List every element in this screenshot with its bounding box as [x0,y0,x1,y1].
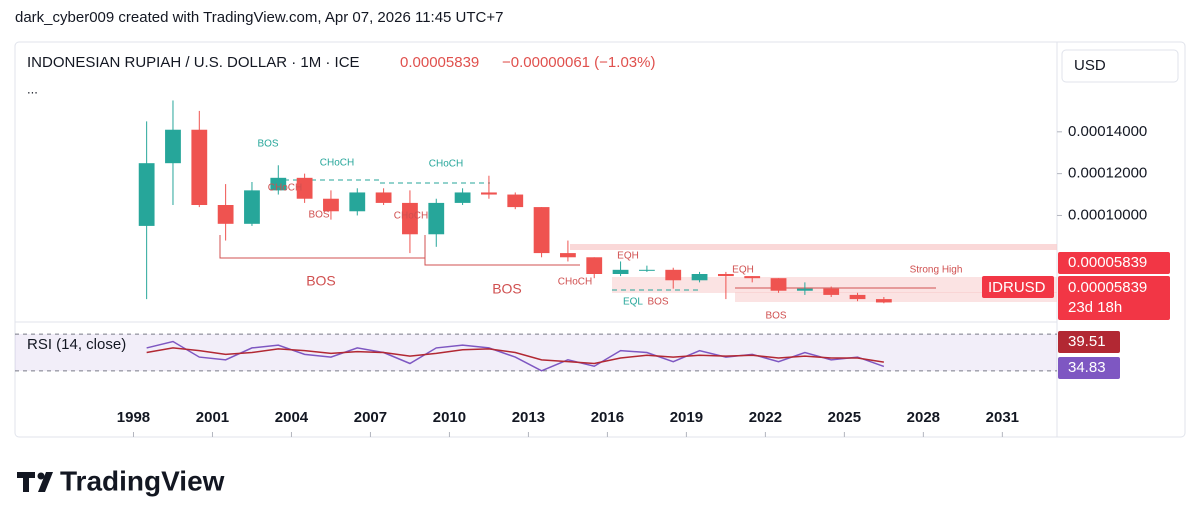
candle-body [770,278,787,291]
x-tick-label: 2004 [275,409,309,426]
candle-body [665,269,682,281]
candle-body [428,202,445,235]
candle-body [744,276,761,279]
candle-body [244,190,260,224]
currency[interactable]: USD [1074,57,1106,74]
x-tick-label: 2007 [354,409,387,426]
price-change: −0.00000061 (−1.03%) [502,54,655,71]
candle-body [875,299,892,303]
x-tick-label: 2019 [670,409,703,426]
annotation: CHoCH [394,211,428,222]
annotation: CHoCH [558,277,592,288]
annotation: CHoCH [268,183,302,194]
rsi-band [15,334,1057,371]
rsi-ma-label: 39.51 [1068,333,1106,350]
symbol-box [982,276,1054,298]
zone [612,277,1057,293]
annotation: EQL [623,297,643,308]
rsi-label-box [1058,357,1120,379]
candle-body [586,257,603,274]
last-price: 0.00005839 [400,54,479,71]
candle-body [796,288,813,291]
candle-body [691,274,708,281]
price-label-box [1058,276,1170,320]
annotation: EQH [732,265,754,276]
candle-body [507,194,524,208]
zone [570,244,1057,250]
x-tick-label: 2031 [986,409,1019,426]
annotation: Strong High [910,265,963,276]
currency-box[interactable] [1061,49,1179,83]
candle-body [639,269,655,271]
x-tick-label: 2028 [907,409,940,426]
candle-body [349,192,366,212]
price-label: 0.00005839 [1068,279,1147,296]
y-tick-label: 0.00012000 [1068,165,1147,182]
annotation: BOS [308,210,329,221]
candle-body [323,198,339,212]
candle-body [823,288,840,295]
candle-body [165,129,181,164]
logo-text: TradingView [60,465,225,496]
annotation: EQH [617,251,639,262]
bos-line [424,235,580,266]
chart-frame [14,41,1186,438]
price-label: 0.00005839 [1068,254,1147,271]
rsi-title: RSI (14, close) [27,336,126,353]
bos-line [219,235,425,259]
candle-body [270,177,287,191]
x-tick-label: 2013 [512,409,545,426]
zone [735,292,1057,302]
logo-icon [17,472,53,492]
candle-body [454,192,471,203]
rsi-ma-label-box [1058,331,1120,353]
countdown: 23d 18h [1068,299,1122,316]
credit: dark_cyber009 created with TradingView.c… [15,9,503,26]
annotation: BOS [765,311,786,322]
annotation: BOS [306,273,336,289]
x-tick-label: 2025 [828,409,861,426]
candle-body [217,205,234,224]
symbol: IDRUSD [988,279,1046,296]
annotation: BOS [257,139,278,150]
candle-body [533,207,550,254]
candle-body [402,202,418,235]
more: ... [27,81,38,96]
candle-body [612,269,629,274]
x-tick-label: 1998 [117,409,150,426]
candle-body [375,192,392,203]
x-tick-label: 2001 [196,409,229,426]
rsi-line [146,347,884,365]
candle-body [849,294,866,300]
candle-body [717,274,734,277]
annotation: BOS [492,281,522,297]
candle-body [191,129,208,205]
annotation: CHoCH [429,159,463,170]
candle-body [481,192,497,195]
annotation: CHoCH [320,158,354,169]
candle-body [138,163,155,226]
x-tick-label: 2010 [433,409,466,426]
chart-title: INDONESIAN RUPIAH / U.S. DOLLAR · 1M · I… [27,54,360,71]
x-tick-label: 2022 [749,409,782,426]
rsi-label: 34.83 [1068,359,1106,376]
annotation: BOS [647,297,668,308]
price-label-box [1058,252,1170,274]
candle-body [296,177,313,199]
candle-body [560,253,576,258]
y-tick-label: 0.00014000 [1068,123,1147,140]
y-tick-label: 0.00010000 [1068,206,1147,223]
x-tick-label: 2016 [591,409,624,426]
